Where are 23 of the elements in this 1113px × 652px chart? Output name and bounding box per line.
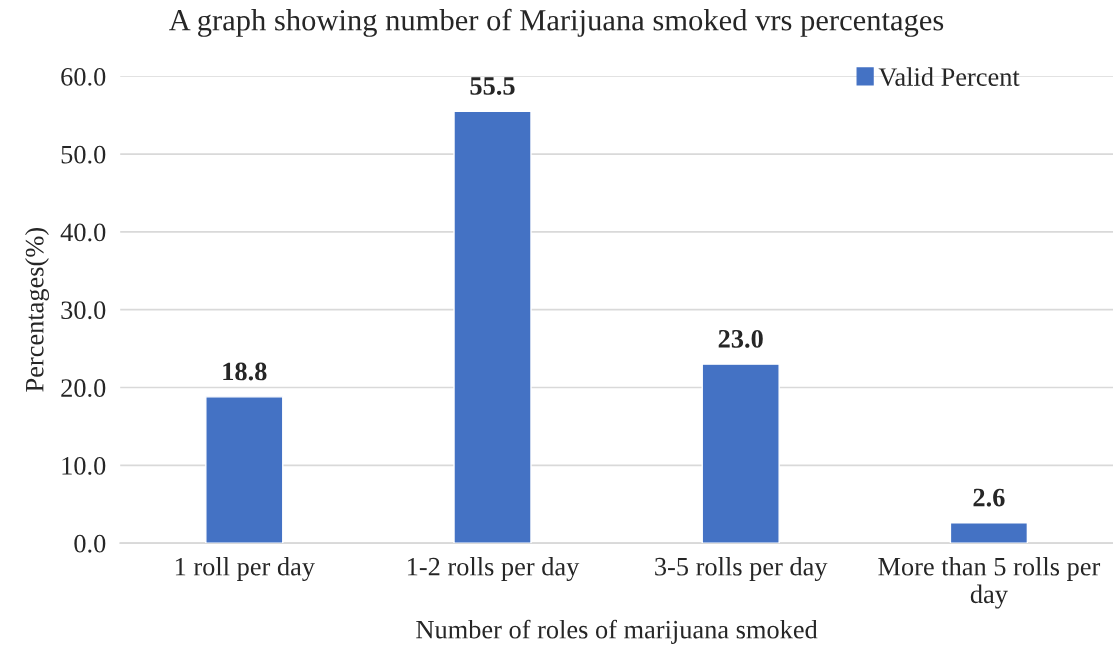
y-tick-label: 10.0 xyxy=(62,456,106,475)
chart-title: A graph showing number of Marijuana smoked vrs percentages xyxy=(169,8,944,37)
y-tick-label: 0.0 xyxy=(74,534,106,553)
x-tick-label: 3-5 rolls per day xyxy=(655,557,828,582)
bar xyxy=(453,110,532,544)
text: 23.0 xyxy=(718,329,763,348)
y-tick-label: 30.0 xyxy=(61,301,106,320)
bar xyxy=(205,396,284,544)
text: 2.6 xyxy=(973,488,1005,507)
x-axis-title: Number of roles of marijuana smoked xyxy=(416,619,818,644)
text: 18.8 xyxy=(223,362,267,381)
x-tick-label: More than 5 rolls per day xyxy=(878,557,1101,609)
y-tick-label: 50.0 xyxy=(61,145,106,164)
legend-label: Valid Percent xyxy=(878,67,1020,87)
y-tick-label: 20.0 xyxy=(61,379,106,398)
x-tick-label: 1 roll per day xyxy=(175,557,315,582)
text: 55.5 xyxy=(470,77,515,95)
x-tick-label: 1-2 rolls per day xyxy=(407,557,580,582)
y-tick-label: 60.0 xyxy=(61,67,106,86)
bar xyxy=(701,363,780,544)
y-tick-label: 40.0 xyxy=(60,223,106,242)
bar xyxy=(949,522,1029,544)
y-axis-title: Percentages(%) xyxy=(25,228,50,392)
